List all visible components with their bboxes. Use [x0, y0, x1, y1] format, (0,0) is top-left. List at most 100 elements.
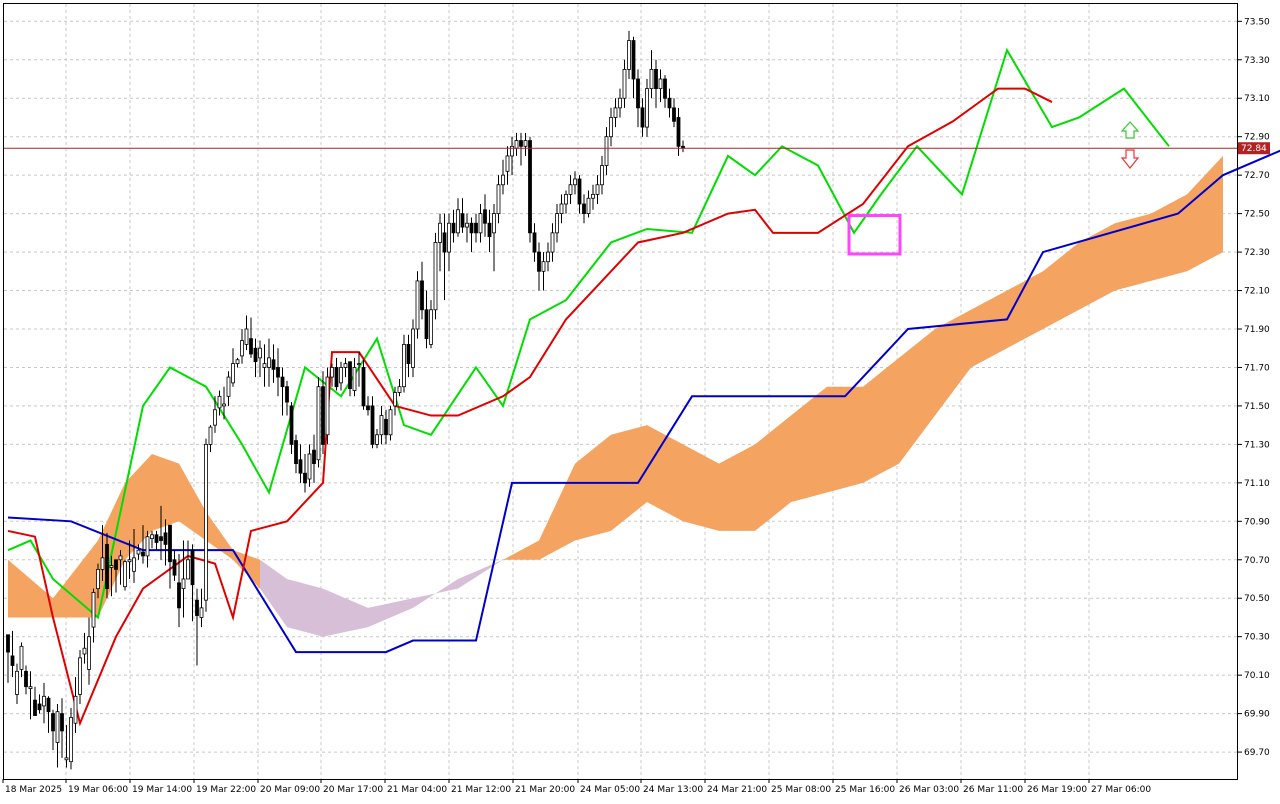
candle-body [591, 193, 595, 199]
cloud-segment [260, 559, 287, 628]
cloud-segment [287, 579, 323, 637]
candle-body [87, 636, 91, 670]
cloud-segment [539, 463, 575, 560]
candle-body [361, 367, 366, 407]
cloud-segment [575, 434, 611, 541]
x-tick-label: 27 Mar 06:00 [1091, 785, 1151, 795]
candle-body [483, 209, 487, 224]
y-tick-label: 73.30 [1244, 56, 1270, 66]
candle-body [366, 405, 370, 411]
candle-body [96, 568, 100, 590]
candle-body [105, 543, 109, 590]
candle-body [519, 140, 523, 147]
candle-body [33, 699, 37, 716]
y-tick-label: 70.10 [1244, 671, 1270, 681]
y-tick-label: 72.50 [1244, 210, 1270, 220]
cloud-segment [863, 357, 899, 483]
candle-body [123, 561, 127, 588]
candle-body [384, 418, 388, 436]
x-tick-label: 18 Mar 2025 [5, 785, 62, 795]
candle-body [262, 363, 267, 368]
cloud-segment [899, 329, 935, 464]
candle-body [109, 565, 114, 568]
cloud-segment [125, 454, 152, 560]
y-tick-label: 69.70 [1244, 748, 1270, 758]
candle-body [501, 174, 505, 186]
candle-body [37, 703, 42, 711]
candle-body [271, 359, 276, 370]
y-tick-label: 70.70 [1244, 556, 1270, 566]
candle-body [568, 184, 573, 195]
candle-body [267, 357, 271, 368]
candle-body [150, 534, 154, 540]
cloud-segment [1043, 242, 1079, 329]
candle-body [514, 140, 519, 149]
candle-body [469, 222, 474, 234]
candle-body [465, 222, 469, 228]
candle-body [100, 557, 105, 570]
y-tick-label: 72.90 [1244, 133, 1270, 143]
y-tick-label: 73.50 [1244, 17, 1270, 27]
candle-body [204, 443, 208, 601]
y-tick-label: 70.90 [1244, 517, 1270, 527]
candle-body [222, 403, 226, 407]
candle-body [312, 449, 316, 465]
candle-body [181, 578, 186, 590]
y-tick-label: 72.70 [1244, 171, 1270, 181]
candle-body [15, 670, 19, 695]
candle-body [559, 203, 564, 215]
candle-body [564, 193, 568, 205]
candle-body [541, 261, 546, 272]
candle-body [388, 409, 393, 436]
cloud-segment [8, 559, 53, 618]
candle-body [438, 222, 442, 243]
candle-body [402, 343, 406, 388]
cloud-segment [611, 425, 647, 531]
candle-body [613, 107, 618, 118]
candle-body [6, 634, 10, 653]
x-tick-label: 21 Mar 12:00 [451, 785, 511, 795]
candle-body [343, 363, 348, 368]
candle-body [640, 107, 645, 128]
arrow-down-icon [1120, 149, 1140, 169]
y-tick-label: 72.10 [1244, 287, 1270, 297]
candle-body [330, 367, 334, 378]
candle-body [226, 376, 231, 397]
x-tick-label: 21 Mar 20:00 [515, 785, 575, 795]
candle-body [496, 184, 501, 215]
cloud-segment [1187, 155, 1223, 272]
candle-body [213, 409, 217, 426]
candle-body [478, 213, 483, 234]
y-tick-label: 70.30 [1244, 633, 1270, 643]
x-tick-label: 20 Mar 09:00 [260, 785, 320, 795]
candle-body [28, 686, 33, 690]
candle-body [114, 559, 118, 570]
candle-body [64, 757, 69, 761]
candle-body [60, 713, 64, 732]
y-tick-label: 71.10 [1244, 479, 1270, 489]
current-price-label-bg [1238, 142, 1270, 155]
candle-body [586, 197, 591, 215]
cloud-segment [683, 444, 719, 531]
candle-body [307, 453, 312, 480]
candle-body [370, 405, 375, 445]
candle-body [73, 695, 78, 724]
candle-body [451, 222, 456, 234]
candle-body [636, 78, 640, 109]
candle-body [217, 395, 222, 409]
candle-body [627, 40, 631, 70]
y-tick-label: 71.70 [1244, 363, 1270, 373]
candle-body [154, 534, 159, 543]
cloud-segment [791, 386, 827, 503]
indicator-lines [7, 47, 1280, 727]
ichimoku-cloud [8, 155, 1223, 637]
plot-frame [3, 3, 1238, 780]
arrow-up-icon [1120, 121, 1140, 139]
y-tick-label: 71.50 [1244, 402, 1270, 412]
candle-body [424, 309, 429, 340]
cloud-segment [935, 309, 971, 416]
candle-body [667, 97, 672, 109]
candle-body [321, 386, 325, 445]
cloud-segment [368, 598, 413, 628]
candle-body [573, 178, 577, 186]
